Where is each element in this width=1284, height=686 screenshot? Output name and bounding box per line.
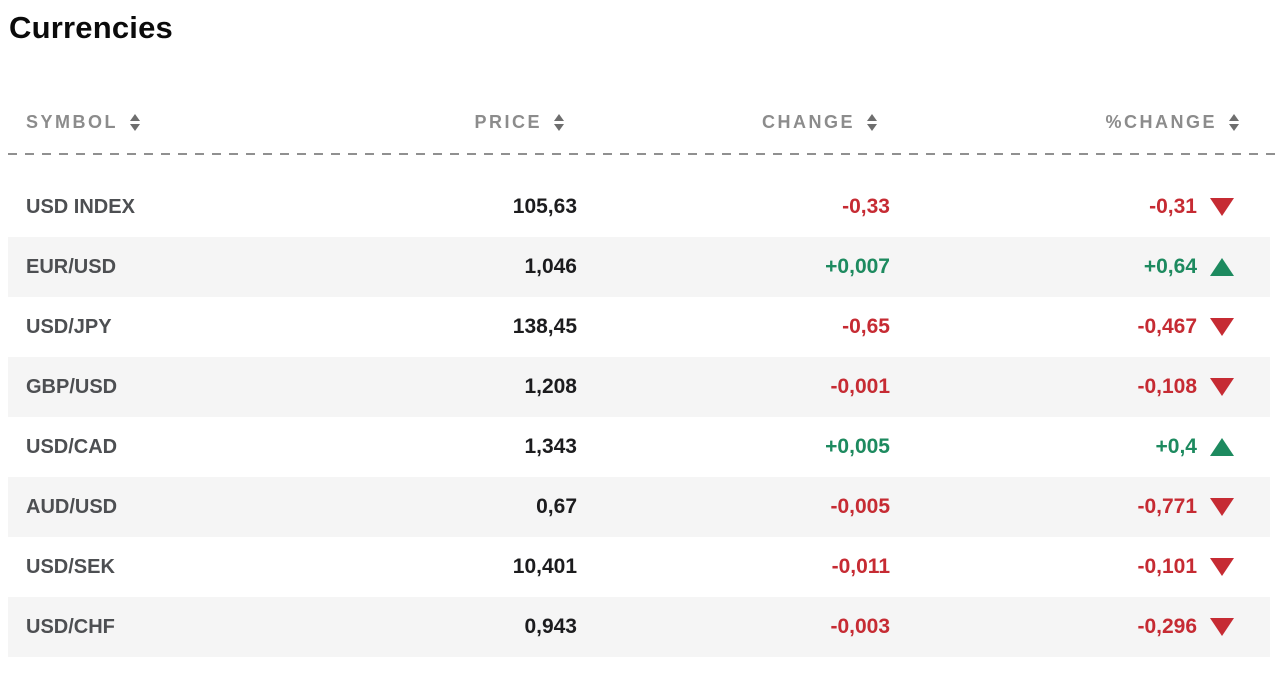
pct-change-value: +0,4 xyxy=(1155,435,1197,458)
column-header-change-label: CHANGE xyxy=(761,111,855,132)
table-body: USD INDEX 105,63 -0,33 -0,31 EUR/USD 1,0… xyxy=(0,177,1284,657)
table-row: USD/JPY 138,45 -0,65 -0,467 xyxy=(8,297,1270,357)
symbol-cell[interactable]: EUR/USD xyxy=(26,255,117,278)
page-title: Currencies xyxy=(9,10,173,45)
pct-change-value: -0,771 xyxy=(1137,495,1197,518)
column-header-pct-change[interactable]: %CHANGE xyxy=(890,112,1252,133)
down-triangle-icon xyxy=(1210,378,1234,396)
change-cell: -0,65 xyxy=(842,315,890,338)
pct-change-cell: -0,101 xyxy=(890,555,1234,579)
change-cell: -0,011 xyxy=(831,555,890,578)
pct-change-value: -0,296 xyxy=(1137,615,1197,638)
column-header-price-label: PRICE xyxy=(474,111,542,132)
change-cell: +0,007 xyxy=(825,255,890,278)
down-triangle-icon xyxy=(1210,618,1234,636)
table-row: USD/CHF 0,943 -0,003 -0,296 xyxy=(8,597,1270,657)
symbol-cell[interactable]: USD/JPY xyxy=(26,315,112,338)
dashed-divider xyxy=(8,153,1276,155)
pct-change-cell: +0,64 xyxy=(890,255,1234,279)
sort-icon[interactable] xyxy=(1229,113,1239,131)
table-row: GBP/USD 1,208 -0,001 -0,108 xyxy=(8,357,1270,417)
column-header-symbol[interactable]: SYMBOL xyxy=(0,112,390,133)
price-cell: 1,343 xyxy=(524,435,577,458)
table-row: USD/CAD 1,343 +0,005 +0,4 xyxy=(8,417,1270,477)
pct-change-cell: -0,467 xyxy=(890,315,1234,339)
price-cell: 105,63 xyxy=(512,195,577,218)
price-cell: 0,943 xyxy=(524,615,577,638)
sort-icon[interactable] xyxy=(554,113,564,131)
table-row: EUR/USD 1,046 +0,007 +0,64 xyxy=(8,237,1270,297)
price-cell: 1,046 xyxy=(524,255,577,278)
price-cell: 138,45 xyxy=(512,315,577,338)
symbol-cell[interactable]: USD/CAD xyxy=(26,435,118,458)
sort-icon[interactable] xyxy=(867,113,877,131)
column-header-change[interactable]: CHANGE xyxy=(577,112,890,133)
price-cell: 1,208 xyxy=(524,375,577,398)
column-header-price[interactable]: PRICE xyxy=(390,112,577,133)
pct-change-cell: -0,771 xyxy=(890,495,1234,519)
pct-change-cell: -0,108 xyxy=(890,375,1234,399)
pct-change-cell: +0,4 xyxy=(890,435,1234,459)
symbol-cell[interactable]: USD INDEX xyxy=(26,195,135,218)
symbol-cell[interactable]: USD/SEK xyxy=(26,555,115,578)
column-header-symbol-label: SYMBOL xyxy=(26,111,119,132)
table-header-row: SYMBOL PRICE CHANGE %CHANGE xyxy=(0,104,1284,140)
symbol-cell[interactable]: GBP/USD xyxy=(26,375,118,398)
change-cell: -0,003 xyxy=(830,615,890,638)
down-triangle-icon xyxy=(1210,558,1234,576)
table-row: USD/SEK 10,401 -0,011 -0,101 xyxy=(8,537,1270,597)
change-cell: +0,005 xyxy=(825,435,890,458)
pct-change-value: +0,64 xyxy=(1143,255,1197,278)
price-cell: 0,67 xyxy=(536,495,577,518)
pct-change-value: -0,108 xyxy=(1137,375,1197,398)
pct-change-value: -0,101 xyxy=(1137,555,1197,578)
table-row: USD INDEX 105,63 -0,33 -0,31 xyxy=(8,177,1270,237)
pct-change-cell: -0,296 xyxy=(890,615,1234,639)
symbol-cell[interactable]: AUD/USD xyxy=(26,495,118,518)
down-triangle-icon xyxy=(1210,198,1234,216)
sort-icon[interactable] xyxy=(130,113,141,131)
symbol-cell[interactable]: USD/CHF xyxy=(26,615,115,638)
table-row: AUD/USD 0,67 -0,005 -0,771 xyxy=(8,477,1270,537)
price-cell: 10,401 xyxy=(512,555,577,578)
pct-change-cell: -0,31 xyxy=(890,195,1234,219)
change-cell: -0,33 xyxy=(842,195,890,218)
down-triangle-icon xyxy=(1210,318,1234,336)
pct-change-value: -0,31 xyxy=(1149,195,1197,218)
up-triangle-icon xyxy=(1210,258,1234,276)
column-header-pct-change-label: %CHANGE xyxy=(1105,111,1217,132)
up-triangle-icon xyxy=(1210,438,1234,456)
change-cell: -0,005 xyxy=(830,495,890,518)
pct-change-value: -0,467 xyxy=(1137,315,1197,338)
change-cell: -0,001 xyxy=(830,375,890,398)
down-triangle-icon xyxy=(1210,498,1234,516)
